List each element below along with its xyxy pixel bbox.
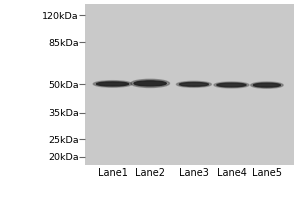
Ellipse shape (214, 82, 249, 88)
Ellipse shape (179, 82, 208, 86)
Ellipse shape (96, 82, 129, 86)
Ellipse shape (93, 81, 132, 87)
Ellipse shape (250, 82, 283, 88)
Ellipse shape (253, 83, 280, 87)
Ellipse shape (134, 81, 166, 86)
Ellipse shape (217, 83, 246, 87)
Ellipse shape (131, 79, 170, 87)
Ellipse shape (176, 81, 211, 87)
